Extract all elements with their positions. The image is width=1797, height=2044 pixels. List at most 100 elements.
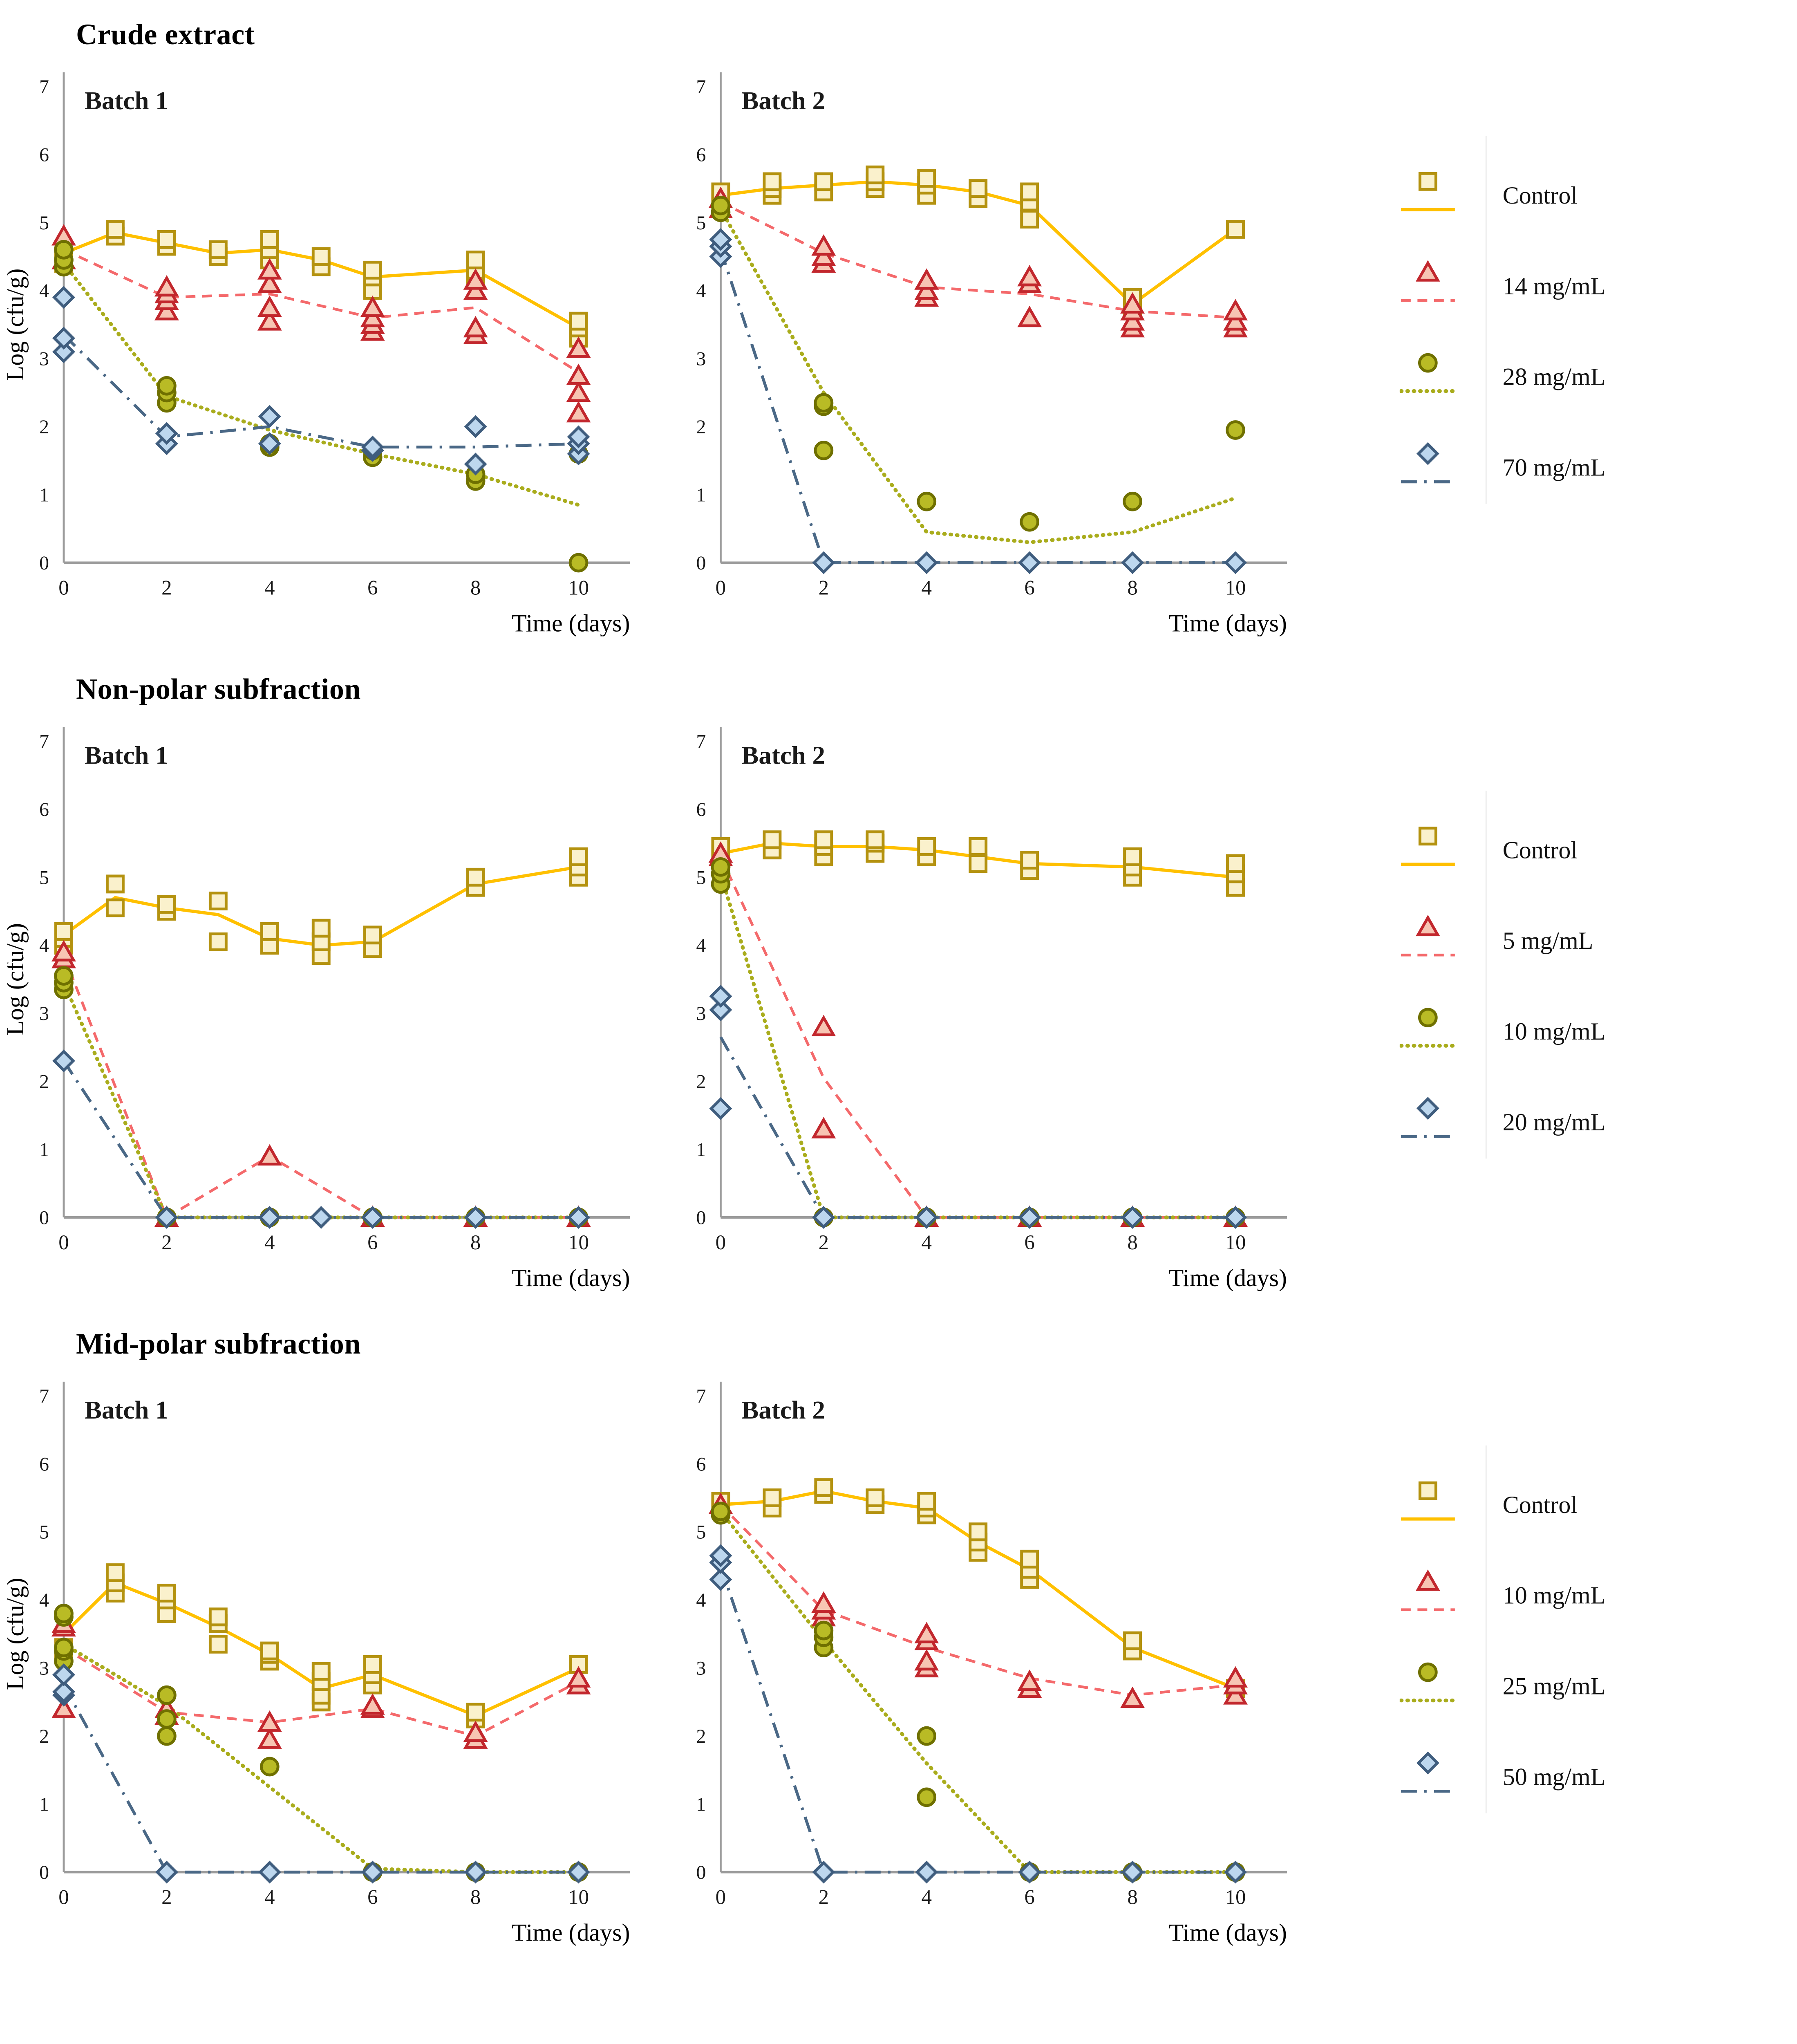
svg-text:10: 10 — [568, 577, 589, 600]
svg-text:Batch 1: Batch 1 — [85, 1396, 168, 1424]
svg-text:10: 10 — [1225, 1886, 1246, 1909]
svg-text:7: 7 — [696, 76, 706, 98]
svg-text:Batch 2: Batch 2 — [741, 741, 825, 769]
svg-text:5: 5 — [39, 867, 49, 888]
diamond-marker-icon — [1400, 1749, 1456, 1806]
svg-text:0: 0 — [696, 1207, 706, 1229]
legend-item-10mgml: 10 mg/mL — [1400, 1551, 1723, 1642]
svg-text:7: 7 — [39, 1385, 49, 1407]
legend-item-70mgml: 70 mg/mL — [1400, 423, 1723, 514]
svg-text:0: 0 — [58, 1231, 69, 1254]
svg-text:4: 4 — [39, 935, 49, 957]
chart-crude-batch2: 0 1 2 3 4 5 6 7 0 2 4 6 8 10 Time (days) Batch 2 — [664, 60, 1301, 643]
svg-text:0: 0 — [696, 552, 706, 574]
triangle-marker-icon — [1400, 258, 1456, 316]
legend-divider — [1485, 791, 1487, 1159]
svg-text:Time (days): Time (days) — [1169, 610, 1287, 636]
diamond-marker-icon — [1400, 1094, 1456, 1152]
svg-text:6: 6 — [1024, 577, 1034, 600]
svg-text:4: 4 — [264, 577, 275, 600]
svg-text:8: 8 — [470, 1231, 481, 1254]
svg-text:6: 6 — [367, 1886, 378, 1909]
svg-text:Batch 2: Batch 2 — [741, 86, 825, 115]
circle-marker-icon — [1399, 1004, 1457, 1061]
svg-text:4: 4 — [39, 1589, 49, 1611]
svg-text:5: 5 — [696, 1522, 706, 1543]
svg-text:0: 0 — [716, 1231, 726, 1254]
legend-item-20mgml: 20 mg/mL — [1400, 1078, 1723, 1168]
svg-text:0: 0 — [39, 552, 49, 574]
svg-text:8: 8 — [1127, 577, 1137, 600]
svg-text:Time (days): Time (days) — [512, 1264, 630, 1291]
svg-text:Log (cfu/g): Log (cfu/g) — [7, 1578, 29, 1690]
svg-text:Log (cfu/g): Log (cfu/g) — [7, 923, 29, 1035]
svg-text:4: 4 — [696, 935, 706, 957]
svg-text:Time (days): Time (days) — [1169, 1919, 1287, 1945]
legend-label: Control — [1502, 182, 1578, 209]
svg-text:0: 0 — [39, 1862, 49, 1883]
legend-divider — [1485, 136, 1487, 504]
section-title-crude-extract: Crude extract — [76, 19, 255, 52]
legend-label: 25 mg/mL — [1502, 1673, 1606, 1700]
svg-text:8: 8 — [1127, 1231, 1137, 1254]
svg-text:5: 5 — [696, 212, 706, 234]
section-non-polar: Non-polar subfraction 0 1 2 3 4 5 6 7 0 2 4 6 8 10 Tim… — [0, 642, 1797, 1297]
square-marker-icon — [1400, 1477, 1456, 1534]
svg-text:4: 4 — [696, 280, 706, 302]
svg-text:6: 6 — [696, 144, 706, 166]
svg-text:3: 3 — [696, 348, 706, 370]
svg-text:3: 3 — [39, 1003, 49, 1024]
svg-text:0: 0 — [58, 1886, 69, 1909]
legend-item-50mgml: 50 mg/mL — [1400, 1732, 1723, 1823]
chart-mid-polar-batch1: 0 1 2 3 4 5 6 7 0 2 4 6 8 10 Time (days) Log (cfu/g) Bat… — [2, 1369, 645, 1952]
legend-label: 10 mg/mL — [1502, 1018, 1606, 1045]
triangle-marker-icon — [1400, 1567, 1456, 1625]
legend-mid-polar: Control 10 mg/mL 25 mg/mL 50 mg/mL — [1302, 1369, 1723, 1823]
svg-text:10: 10 — [1225, 577, 1246, 600]
svg-text:Batch 1: Batch 1 — [85, 86, 168, 115]
svg-text:4: 4 — [39, 280, 49, 302]
chart-non-polar-batch2: 0 1 2 3 4 5 6 7 0 2 4 6 8 10 Time (days) Batch 2 — [664, 715, 1301, 1297]
svg-text:6: 6 — [367, 577, 378, 600]
svg-text:2: 2 — [819, 1231, 829, 1254]
chart-mid-polar-batch2: 0 1 2 3 4 5 6 7 0 2 4 6 8 10 Time (days) Batch 2 — [664, 1369, 1301, 1952]
svg-text:5: 5 — [39, 212, 49, 234]
svg-text:2: 2 — [696, 1071, 706, 1093]
legend-item-10mgml: 10 mg/mL — [1399, 987, 1723, 1078]
charts-row-mid-polar: 0 1 2 3 4 5 6 7 0 2 4 6 8 10 Time (days) Log (cfu/g) Bat… — [2, 1369, 1797, 1952]
circle-marker-icon — [1399, 349, 1457, 406]
svg-text:1: 1 — [39, 1794, 49, 1815]
svg-text:5: 5 — [696, 867, 706, 888]
svg-text:Time (days): Time (days) — [512, 1919, 630, 1945]
svg-text:10: 10 — [568, 1231, 589, 1254]
legend-item-14mgml: 14 mg/mL — [1400, 242, 1723, 332]
legend-divider — [1485, 1445, 1487, 1813]
svg-text:1: 1 — [696, 484, 706, 506]
svg-text:2: 2 — [696, 1726, 706, 1747]
section-crude-extract: Crude extract 0 1 2 3 4 5 6 7 0 2 4 6 8 10 Time (days)… — [0, 0, 1797, 642]
section-mid-polar: Mid-polar subfraction 0 1 2 3 4 5 6 7 0 2 4 6 8 10 Tim… — [0, 1297, 1797, 1952]
svg-text:2: 2 — [39, 1071, 49, 1093]
svg-text:Log (cfu/g): Log (cfu/g) — [7, 269, 29, 381]
section-title-non-polar: Non-polar subfraction — [76, 674, 361, 706]
svg-text:2: 2 — [161, 577, 172, 600]
svg-text:4: 4 — [922, 1231, 932, 1254]
svg-text:0: 0 — [696, 1862, 706, 1883]
svg-text:4: 4 — [922, 577, 932, 600]
square-marker-icon — [1400, 822, 1456, 880]
chart-crude-batch1: 0 1 2 3 4 5 6 7 0 2 4 6 8 10 Time (days) Log (cfu/g) Bat… — [2, 60, 645, 643]
svg-text:2: 2 — [161, 1886, 172, 1909]
svg-text:1: 1 — [39, 1139, 49, 1161]
svg-text:6: 6 — [39, 1453, 49, 1475]
svg-text:7: 7 — [696, 1385, 706, 1407]
svg-text:2: 2 — [696, 416, 706, 438]
square-marker-icon — [1400, 167, 1456, 225]
svg-text:Time (days): Time (days) — [1169, 1264, 1287, 1291]
svg-text:1: 1 — [696, 1139, 706, 1161]
legend-label: 70 mg/mL — [1502, 454, 1606, 482]
legend-label: 28 mg/mL — [1502, 363, 1606, 391]
legend-label: 14 mg/mL — [1502, 273, 1606, 300]
svg-text:8: 8 — [1127, 1886, 1137, 1909]
svg-text:6: 6 — [39, 799, 49, 820]
